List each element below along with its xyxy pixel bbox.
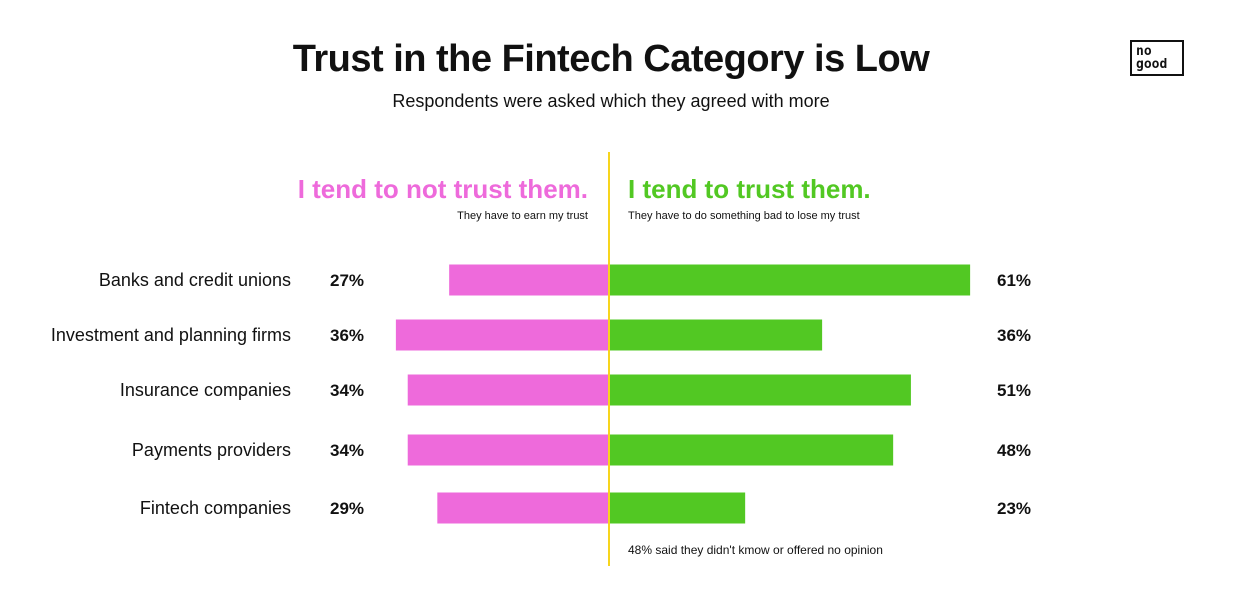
legend-trust-description: They have to do something bad to lose my… [628,210,860,222]
chart-subtitle: Respondents were asked which they agreed… [392,91,830,111]
bar-trust-payments-providers [609,434,894,466]
category-label-payments-providers: Payments providers [132,440,291,460]
logo-line-1: no [1136,44,1152,59]
category-label-investment-and-planning-firms: Investment and planning firms [51,325,291,345]
bar-not-trust-fintech-companies [437,492,609,524]
value-trust-banks-and-credit-unions: 61% [997,271,1031,290]
bar-trust-investment-and-planning-firms [609,319,823,351]
category-label-fintech-companies: Fintech companies [140,498,291,518]
value-trust-investment-and-planning-firms: 36% [997,326,1031,345]
value-not-trust-investment-and-planning-firms: 36% [330,326,364,345]
bar-trust-insurance-companies [609,374,911,406]
footnote: 48% said they didn't kmow or offered no … [628,543,883,557]
value-trust-payments-providers: 48% [997,441,1031,460]
bar-not-trust-investment-and-planning-firms [395,319,609,351]
value-trust-fintech-companies: 23% [997,499,1031,518]
category-label-insurance-companies: Insurance companies [120,380,291,400]
legend-not-trust-heading: I tend to not trust them. [297,174,588,204]
bars-layer [395,264,971,524]
value-not-trust-fintech-companies: 29% [330,499,364,518]
nogood-logo: no good [1130,40,1184,76]
bar-not-trust-payments-providers [407,434,609,466]
value-not-trust-banks-and-credit-unions: 27% [330,271,364,290]
bar-trust-fintech-companies [609,492,746,524]
logo-line-2: good [1136,57,1168,72]
labels-layer: Banks and credit unions 27% 61% Investment … [51,270,1031,518]
legend-trust-heading: I tend to trust them. [628,174,871,204]
chart-title: Trust in the Fintech Category is Low [292,38,930,80]
value-not-trust-payments-providers: 34% [330,441,364,460]
value-not-trust-insurance-companies: 34% [330,381,364,400]
bar-trust-banks-and-credit-unions [609,264,971,296]
bar-not-trust-insurance-companies [407,374,609,406]
value-trust-insurance-companies: 51% [997,381,1031,400]
bar-not-trust-banks-and-credit-unions [449,264,609,296]
category-label-banks-and-credit-unions: Banks and credit unions [99,270,291,290]
legend-not-trust-description: They have to earn my trust [457,210,588,222]
